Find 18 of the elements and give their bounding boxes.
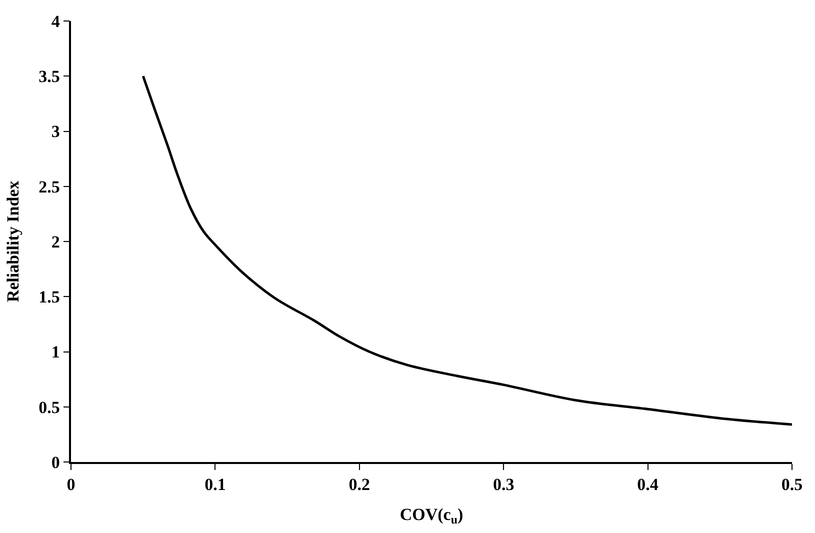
x-tick-label: 0.5 xyxy=(781,475,803,494)
y-tick-label: 4 xyxy=(51,12,60,31)
y-tick-label: 3.5 xyxy=(38,67,60,86)
y-tick-label: 2.5 xyxy=(38,177,60,196)
x-tick-label: 0.2 xyxy=(348,475,370,494)
y-axis-title: Reliability Index xyxy=(4,180,23,302)
y-tick-label: 0 xyxy=(51,452,60,472)
y-tick-label: 3 xyxy=(51,122,60,142)
y-tick-label: 1 xyxy=(51,342,60,362)
y-tick-label: 2 xyxy=(51,232,60,252)
line-series xyxy=(142,74,792,426)
y-tick-label: 0.5 xyxy=(38,398,60,417)
x-tick-label: 0.1 xyxy=(204,475,226,494)
y-tick-label: 1.5 xyxy=(38,288,60,307)
x-tick-label: 0.3 xyxy=(492,475,514,494)
x-tick-label: 0 xyxy=(66,475,76,494)
x-axis-title: COV(c$_{u}$) xyxy=(400,505,464,527)
x-tick-label: 0.4 xyxy=(637,475,659,494)
